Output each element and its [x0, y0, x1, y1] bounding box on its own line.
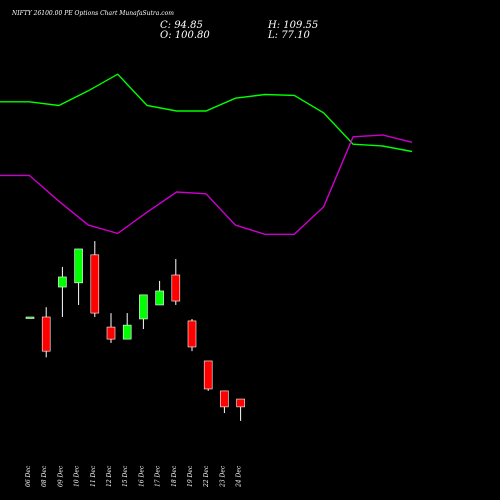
line-series-2 — [0, 134, 413, 236]
x-tick-label: 08 Dec — [41, 465, 48, 487]
candle-body — [236, 398, 245, 408]
candle-body — [106, 326, 116, 340]
line-series-1 — [0, 73, 413, 153]
close-value: C: 94.85 — [160, 20, 203, 31]
chart-title: NIFTY 26100.00 PE Options Chart MunafaSu… — [12, 10, 174, 17]
x-tick-label: 19 Dec — [187, 465, 194, 487]
x-tick-label: 23 Dec — [219, 465, 226, 488]
candle-body — [220, 390, 229, 408]
candle-body — [187, 320, 197, 348]
x-tick-label: 22 Dec — [203, 465, 210, 488]
x-tick-label: 10 Dec — [74, 465, 81, 487]
x-tick-label: 12 Dec — [106, 465, 113, 487]
candle-body — [171, 274, 181, 302]
x-tick-label: 11 Dec — [90, 465, 97, 487]
candle-body — [155, 290, 164, 306]
candle-body — [58, 276, 67, 288]
x-tick-label: 18 Dec — [171, 465, 178, 487]
high-value: H: 109.55 — [268, 20, 319, 31]
candle-body — [41, 316, 51, 352]
low-value: L: 77.10 — [268, 30, 310, 41]
x-tick-label: 09 Dec — [57, 465, 64, 487]
candle-body — [139, 294, 148, 320]
x-tick-label: 06 Dec — [25, 465, 32, 487]
candle-body — [90, 254, 100, 314]
candle-body — [25, 316, 35, 319]
x-tick-label: 17 Dec — [155, 465, 162, 487]
x-tick-label: 24 Dec — [236, 465, 243, 488]
open-value: O: 100.80 — [160, 30, 210, 41]
x-tick-label: 15 Dec — [122, 465, 129, 487]
x-tick-label: 16 Dec — [138, 465, 145, 487]
candle-body — [203, 360, 213, 390]
candle-body — [122, 324, 132, 340]
candle-body — [74, 248, 83, 284]
